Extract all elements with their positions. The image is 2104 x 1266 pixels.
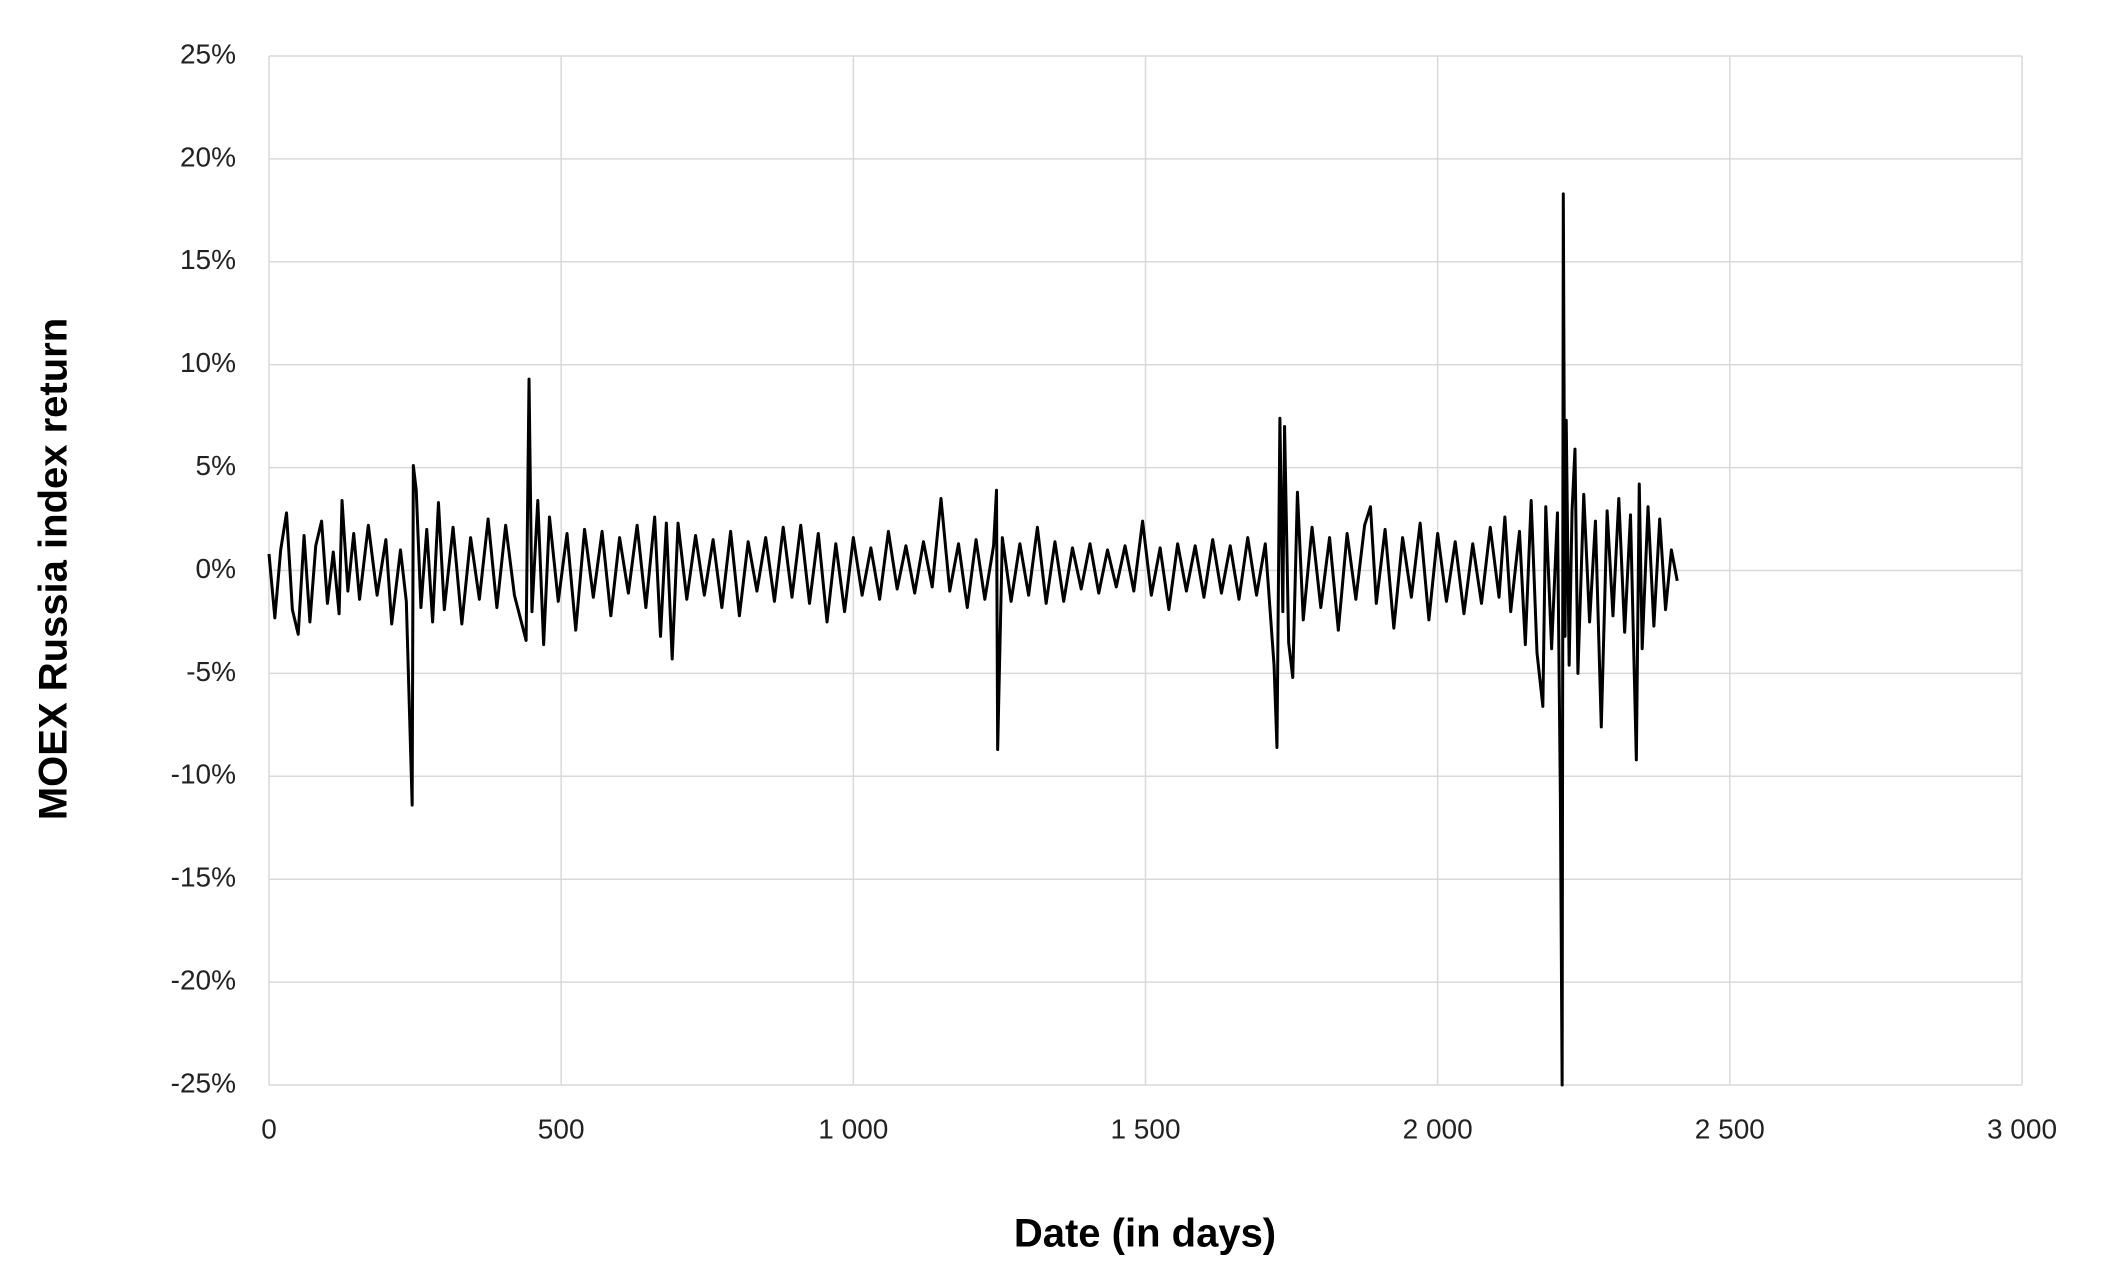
y-tick-label: -15% — [171, 862, 236, 893]
x-axis-title: Date (in days) — [1014, 1212, 1276, 1256]
x-tick-label: 1 000 — [818, 1113, 888, 1144]
y-tick-label: -20% — [171, 964, 236, 995]
y-tick-label: -10% — [171, 759, 236, 790]
y-tick-label: 25% — [180, 38, 236, 69]
x-tick-label: 0 — [261, 1113, 277, 1144]
y-tick-label: -5% — [186, 656, 236, 687]
x-tick-label: 3 000 — [1987, 1113, 2057, 1144]
x-tick-label: 2 500 — [1695, 1113, 1765, 1144]
x-tick-label: 1 500 — [1110, 1113, 1180, 1144]
y-tick-label: 10% — [180, 347, 236, 378]
y-tick-label: 5% — [196, 450, 236, 481]
y-axis-title: MOEX Russia index return — [32, 318, 76, 820]
y-tick-label: 0% — [196, 553, 236, 584]
x-tick-label: 2 000 — [1403, 1113, 1473, 1144]
y-tick-label: -25% — [171, 1067, 236, 1098]
y-tick-label: 20% — [180, 141, 236, 172]
y-tick-label: 15% — [180, 244, 236, 275]
series-line — [267, 192, 1679, 1087]
x-tick-label: 500 — [538, 1113, 585, 1144]
